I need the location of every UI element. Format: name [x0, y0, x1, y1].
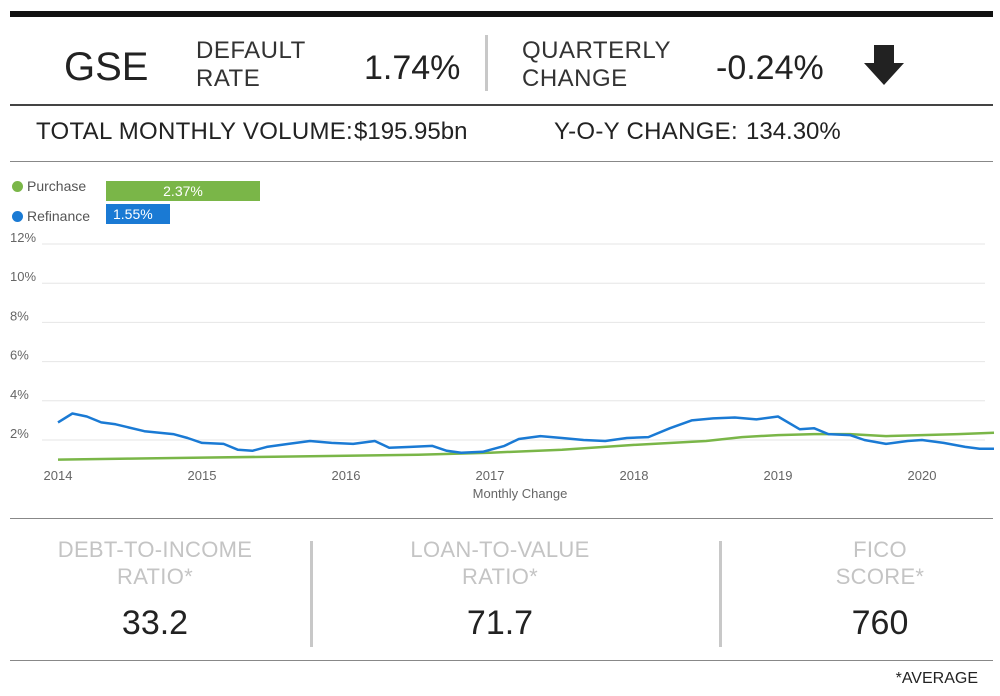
legend-purchase-label: Purchase [27, 178, 87, 194]
y-tick-label: 12% [10, 230, 36, 245]
series-line-refinance [57, 412, 994, 454]
x-axis-label: Monthly Change [473, 486, 568, 501]
legend-purchase: Purchase [12, 178, 86, 194]
x-tick-label: 2015 [188, 468, 217, 483]
header-divider [485, 35, 488, 91]
legend-refinance-dot [12, 210, 23, 222]
header-bar: GSE DEFAULT RATE 1.74% QUARTERLY CHANGE … [0, 17, 1000, 105]
x-tick-label: 2020 [908, 468, 937, 483]
down-arrow-icon [864, 45, 904, 85]
quarterly-change-label-line-1: QUARTERLY [522, 37, 671, 64]
legend-refinance-label: Refinance [27, 208, 91, 224]
y-tick-label: 2% [10, 426, 29, 441]
default-rate-label-line-1: DEFAULT [196, 37, 306, 64]
agency-title: GSE [64, 45, 149, 89]
default-rate-value: 1.74% [364, 49, 461, 87]
total-volume-value: $195.95bn [354, 118, 468, 145]
line-chart: 2.37% 1.55% 2% 4% 6% 8% 10% 12% 2014 2015 2016 2017… [10, 181, 995, 501]
legend-refinance: Refinance [12, 208, 90, 224]
default-rate-label: DEFAULT RATE [196, 37, 306, 93]
footnote: *AVERAGE [895, 670, 978, 687]
x-tick-label: 2017 [476, 468, 505, 483]
yoy-change-value: 134.30% [746, 118, 841, 145]
total-volume-label: TOTAL MONTHLY VOLUME: [36, 118, 354, 145]
metric-fico-label-line-2: SCORE* [835, 564, 925, 589]
metric-dti: DEBT-TO-INCOME RATIO* 33.2 [40, 536, 270, 643]
metric-ltv-value: 71.7 [466, 604, 534, 642]
legend-value-refinance: 1.55% [113, 206, 153, 222]
metric-dti-value: 33.2 [121, 604, 189, 642]
chart-bottom-rule [10, 518, 993, 519]
metric-dti-label-line-2: RATIO* [117, 564, 193, 589]
quarterly-change-label: QUARTERLY CHANGE [522, 37, 671, 93]
metrics-bottom-rule [10, 660, 993, 661]
legend-purchase-dot [12, 180, 23, 192]
default-rate-label-line-2: RATE [196, 65, 261, 92]
legend-bar-refinance [106, 204, 170, 224]
x-tick-label: 2019 [764, 468, 793, 483]
metric-divider-2 [719, 541, 722, 647]
volume-bottom-rule [10, 161, 993, 162]
metric-ltv-label-line-2: RATIO* [462, 564, 538, 589]
metric-dti-label-line-1: DEBT-TO-INCOME [57, 537, 253, 562]
metric-ltv: LOAN-TO-VALUE RATIO* 71.7 [385, 536, 615, 643]
y-tick-label: 8% [10, 308, 29, 323]
metric-fico: FICO SCORE* 760 [770, 536, 990, 643]
x-tick-label: 2014 [44, 468, 73, 483]
yoy-change-label: Y-O-Y CHANGE: [554, 118, 738, 145]
header-bottom-rule [10, 104, 993, 106]
y-tick-label: 4% [10, 387, 29, 402]
metric-fico-label-line-1: FICO [853, 537, 907, 562]
metric-fico-value: 760 [851, 604, 909, 642]
y-tick-label: 10% [10, 269, 36, 284]
legend-bar-purchase [106, 181, 260, 201]
metric-ltv-label-line-1: LOAN-TO-VALUE [410, 537, 590, 562]
metric-fico-label: FICO SCORE* [770, 536, 990, 590]
series-line-purchase [57, 431, 995, 461]
x-tick-label: 2016 [332, 468, 361, 483]
y-tick-label: 6% [10, 348, 29, 363]
x-tick-label: 2018 [620, 468, 649, 483]
metric-dti-label: DEBT-TO-INCOME RATIO* [40, 536, 270, 590]
quarterly-change-label-line-2: CHANGE [522, 65, 628, 92]
top-rule [10, 11, 993, 17]
metric-ltv-label: LOAN-TO-VALUE RATIO* [385, 536, 615, 590]
legend-value-purchase: 2.37% [163, 183, 203, 199]
quarterly-change-value: -0.24% [716, 49, 824, 87]
metric-divider-1 [310, 541, 313, 647]
